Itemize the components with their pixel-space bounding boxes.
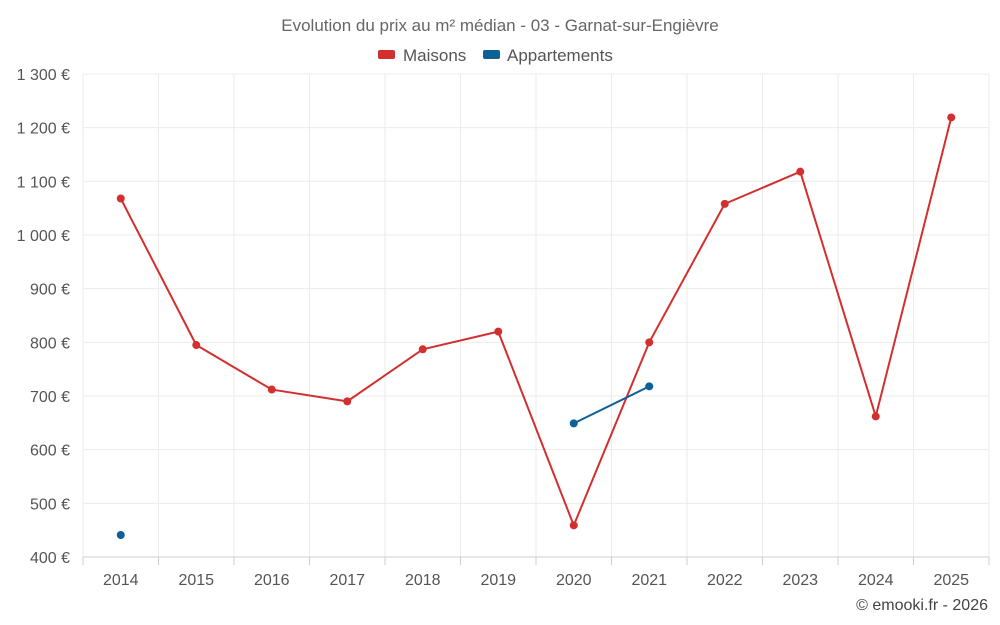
chart-title: Evolution du prix au m² médian - 03 - Ga… xyxy=(281,16,718,35)
y-tick-label: 500 € xyxy=(30,496,70,513)
data-point-maisons xyxy=(418,345,427,354)
y-tick-label: 900 € xyxy=(30,282,70,299)
series-layer xyxy=(116,113,956,539)
grid xyxy=(82,73,990,557)
data-point-maisons xyxy=(947,113,956,122)
x-tick-label: 2024 xyxy=(858,572,894,589)
data-point-maisons xyxy=(796,167,805,176)
data-point-maisons xyxy=(871,412,880,421)
y-tick-label: 700 € xyxy=(30,389,70,406)
y-tick-label: 600 € xyxy=(30,443,70,460)
data-point-appartements xyxy=(569,419,578,428)
data-point-maisons xyxy=(343,397,352,406)
y-tick-label: 1 300 € xyxy=(17,67,70,84)
data-point-maisons xyxy=(569,521,578,530)
x-tick-label: 2025 xyxy=(933,572,969,589)
data-point-appartements xyxy=(645,382,654,391)
legend-label-appartements: Appartements xyxy=(507,46,613,65)
y-tick-label: 1 000 € xyxy=(17,228,70,245)
y-tick-label: 800 € xyxy=(30,335,70,352)
x-tick-label: 2019 xyxy=(480,572,516,589)
legend-swatch-appartements xyxy=(483,50,500,59)
series-line-maisons xyxy=(119,117,953,527)
data-point-appartements xyxy=(116,530,125,539)
x-tick-label: 2014 xyxy=(103,572,139,589)
series-line-appartements xyxy=(573,385,650,425)
y-axis: 400 € 500 € 600 € 700 € 800 € 900 € 1 000 € 1 1… xyxy=(17,67,70,567)
x-tick-label: 2020 xyxy=(556,572,592,589)
data-point-maisons xyxy=(267,385,276,394)
legend-swatch-maisons xyxy=(378,50,395,59)
data-point-maisons xyxy=(720,199,729,208)
data-point-maisons xyxy=(645,338,654,347)
x-axis: 2014 2015 2016 2017 2018 2019 2020 2021 2022 2023… xyxy=(82,556,990,589)
y-tick-label: 1 100 € xyxy=(17,174,70,191)
y-tick-label: 1 200 € xyxy=(17,121,70,138)
x-tick-label: 2015 xyxy=(178,572,214,589)
x-tick-label: 2023 xyxy=(782,572,818,589)
x-tick-label: 2021 xyxy=(631,572,667,589)
legend: Maisons Appartements xyxy=(378,46,613,65)
x-tick-label: 2016 xyxy=(254,572,290,589)
x-tick-label: 2018 xyxy=(405,572,441,589)
x-tick-label: 2017 xyxy=(329,572,365,589)
credit-text: © emooki.fr - 2026 xyxy=(856,597,988,614)
x-tick-label: 2022 xyxy=(707,572,743,589)
y-tick-label: 400 € xyxy=(30,550,70,567)
data-point-maisons xyxy=(494,327,503,336)
data-point-maisons xyxy=(116,194,125,203)
legend-label-maisons: Maisons xyxy=(403,46,466,65)
data-point-maisons xyxy=(192,341,201,350)
